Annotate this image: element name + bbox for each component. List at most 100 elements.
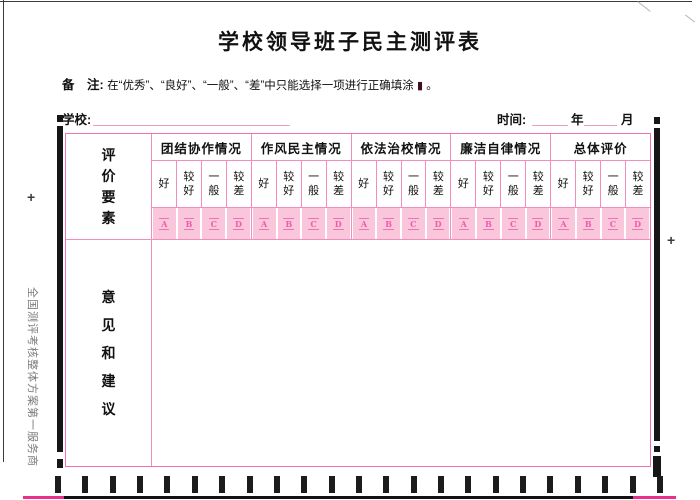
rating-label-char: 较 (432, 170, 444, 183)
bubble-letter-B: B (183, 217, 195, 230)
bubble-cell-C[interactable]: C (402, 208, 425, 239)
bubble-letter-D: D (632, 217, 644, 230)
year-label: 年 (571, 113, 584, 127)
timing-mark (82, 476, 89, 493)
timing-bar-left (57, 126, 63, 452)
bubble-letter-B: B (483, 217, 494, 230)
bubble-cell-A[interactable]: A (452, 208, 476, 239)
bubble-cell-D[interactable]: D (626, 208, 649, 239)
year-field[interactable] (532, 125, 568, 126)
timing-mark (410, 476, 417, 493)
rating-label-char: 好 (457, 177, 469, 190)
school-label: 学校: (62, 113, 92, 127)
bubble-cell-D[interactable]: D (227, 208, 250, 239)
bubble-cell-C[interactable]: C (202, 208, 226, 239)
bubble-cell-D[interactable]: D (426, 208, 450, 239)
bubble-cell-B[interactable]: B (477, 208, 500, 239)
rating-label: 一般 (300, 161, 326, 207)
rating-subheader-row: 好较好一般较差 (251, 161, 351, 208)
bubble-cell-D[interactable]: D (326, 208, 350, 239)
timing-mark (164, 476, 171, 493)
bubble-letter-D: D (232, 217, 244, 230)
time-label: 时间: (497, 113, 527, 127)
rating-label-char: 一 (208, 170, 220, 183)
timing-bar-right-block (653, 456, 661, 477)
bubble-letter-B: B (383, 217, 395, 230)
timing-mark (109, 476, 116, 493)
rating-label-char: 较 (233, 170, 245, 183)
rating-label: 一般 (400, 161, 426, 207)
rating-label-char: 好 (358, 177, 370, 190)
timing-bar-left-tick (57, 115, 63, 122)
bubble-letter-A: A (358, 217, 370, 230)
rating-label-char: 般 (208, 184, 220, 197)
rating-label: 较好 (175, 161, 201, 207)
timing-mark (438, 476, 445, 493)
timing-mark (137, 476, 144, 493)
timing-mark (273, 476, 280, 493)
rating-subheader-row: 好较好一般较差 (152, 161, 251, 208)
timing-mark (328, 476, 335, 493)
rating-label: 好 (352, 161, 376, 207)
table-right-pane: 团结协作情况好较好一般较差 A B C D 作风民主情况好较好一般较差 A B C D 依法治校情况… (152, 134, 650, 466)
bubble-letter-C: C (408, 217, 419, 230)
fill-example-mark: ▮ (417, 80, 424, 92)
bubble-letter-D: D (332, 217, 344, 230)
rating-label: 好 (152, 161, 176, 207)
page-bottom-accent-left (23, 496, 64, 499)
vertical-char: 评 (101, 147, 116, 163)
rating-label-char: 一 (507, 170, 519, 183)
rating-label-char: 一 (607, 170, 619, 183)
timing-mark (355, 476, 362, 493)
rating-label: 一般 (600, 161, 625, 207)
category-group: 作风民主情况好较好一般较差 A B C D (250, 134, 351, 239)
rating-label-char: 较 (482, 170, 494, 183)
month-field[interactable] (584, 125, 617, 126)
rating-label: 好 (252, 161, 276, 207)
bubble-letter-C: C (607, 217, 619, 230)
category-group: 依法治校情况好较好一般较差 A B C D (350, 134, 451, 239)
rating-label-char: 一 (308, 170, 320, 183)
category-group-label: 廉洁自律情况 (451, 134, 551, 161)
bubble-cell-B[interactable]: B (576, 208, 600, 239)
timing-mark (547, 476, 554, 493)
rating-label: 较好 (275, 161, 301, 207)
rating-label-char: 较 (632, 170, 644, 183)
bubble-cell-A[interactable]: A (552, 208, 575, 239)
bubble-cell-C[interactable]: C (601, 208, 625, 239)
side-vendor-text: 全国测评考核整体方案第一服务商 (26, 287, 38, 467)
vertical-char: 建 (101, 373, 116, 389)
bubble-cell-B[interactable]: B (177, 208, 201, 239)
bubble-letter-C: C (208, 217, 219, 230)
rating-label-char: 好 (183, 184, 195, 197)
rating-label-char: 般 (507, 184, 519, 197)
bubble-letter-B: B (582, 217, 594, 230)
timing-mark (629, 476, 636, 493)
category-group: 廉洁自律情况好较好一般较差 A B C D (450, 134, 551, 239)
category-group-label: 依法治校情况 (351, 134, 451, 161)
opinions-write-area[interactable] (152, 240, 650, 466)
rating-subheader-row: 好较好一般较差 (451, 161, 551, 208)
bubble-cell-A[interactable]: A (352, 208, 376, 239)
rating-label-char: 般 (308, 184, 320, 197)
bubble-cell-C[interactable]: C (302, 208, 325, 239)
bubble-cell-B[interactable]: B (277, 208, 301, 239)
bubble-cell-A[interactable]: A (252, 208, 276, 239)
scan-artifact (684, 14, 696, 23)
school-field[interactable] (93, 125, 290, 126)
rating-label-char: 好 (557, 177, 569, 190)
vertical-char: 意 (101, 289, 116, 305)
page-edge-left (3, 0, 4, 462)
timing-mark (383, 476, 390, 493)
timing-bar-right-tick (654, 117, 660, 124)
bubble-letter-A: A (259, 217, 270, 230)
bubble-cell-D[interactable]: D (526, 208, 550, 239)
rating-label-char: 较 (383, 170, 395, 183)
rating-label-char: 较 (532, 170, 544, 183)
bubble-cell-C[interactable]: C (501, 208, 525, 239)
bubble-cell-A[interactable]: A (153, 208, 176, 239)
rating-label: 较差 (225, 161, 251, 207)
bubble-cell-B[interactable]: B (377, 208, 400, 239)
